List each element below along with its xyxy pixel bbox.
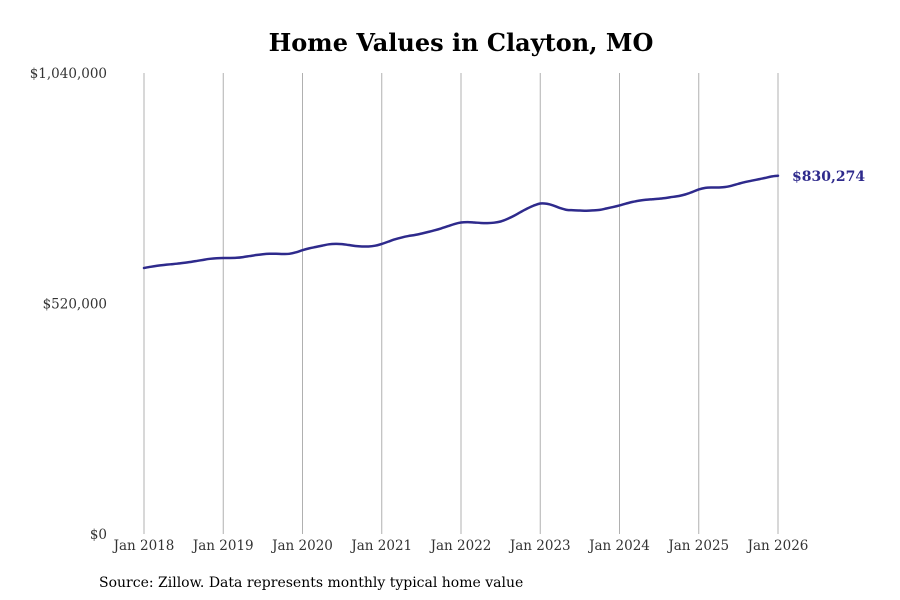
gridlines xyxy=(143,73,779,534)
x-tick-label: Jan 2024 xyxy=(587,538,650,554)
source-note: Source: Zillow. Data represents monthly … xyxy=(99,575,523,591)
y-tick-label: $0 xyxy=(90,527,107,543)
series-line xyxy=(142,174,780,270)
y-tick-label: $520,000 xyxy=(43,297,107,313)
x-tick-label: Jan 2026 xyxy=(746,538,809,554)
x-tick-label: Jan 2025 xyxy=(666,538,729,554)
x-tick-label: Jan 2018 xyxy=(112,538,175,554)
x-axis: Jan 2018 Jan 2019 Jan 2020 Jan 2021 Jan 2022… xyxy=(112,538,809,554)
x-tick-label: Jan 2021 xyxy=(349,538,412,554)
x-tick-label: Jan 2020 xyxy=(270,538,333,554)
x-tick-label: Jan 2022 xyxy=(429,538,492,554)
x-tick-label: Jan 2023 xyxy=(508,538,571,554)
end-value-label: $830,274 xyxy=(792,169,865,185)
x-tick-label: Jan 2019 xyxy=(191,538,254,554)
y-tick-label: $1,040,000 xyxy=(30,66,107,82)
chart-title: Home Values in Clayton, MO xyxy=(269,28,654,57)
series-layer xyxy=(142,174,780,270)
y-axis: $0 $520,000 $1,040,000 xyxy=(30,66,107,543)
